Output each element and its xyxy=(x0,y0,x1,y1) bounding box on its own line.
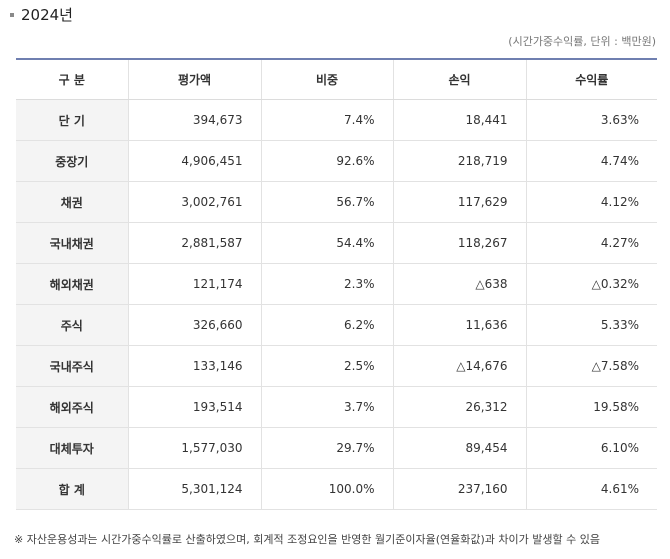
row-category: 국내채권 xyxy=(16,222,128,264)
cell-profit-loss: 18,441 xyxy=(392,99,526,141)
cell-valuation: 121,174 xyxy=(127,263,261,305)
header-weight: 비중 xyxy=(260,59,393,100)
cell-valuation: 193,514 xyxy=(127,386,261,428)
year-heading: 2024년 xyxy=(10,4,73,25)
row-category: 채권 xyxy=(16,181,128,223)
cell-valuation: 5,301,124 xyxy=(127,468,261,510)
row-category: 대체투자 xyxy=(16,427,128,469)
table-total-row: 합 계 5,301,124 100.0% 237,160 4.61% xyxy=(16,468,657,510)
header-profit-loss: 손익 xyxy=(392,59,526,100)
cell-return-rate: 5.33% xyxy=(525,304,657,346)
cell-valuation: 133,146 xyxy=(127,345,261,387)
cell-valuation: 4,906,451 xyxy=(127,140,261,182)
cell-valuation: 3,002,761 xyxy=(127,181,261,223)
row-category: 해외주식 xyxy=(16,386,128,428)
table-row: 주식 326,660 6.2% 11,636 5.33% xyxy=(16,304,657,346)
performance-table: 구 분 평가액 비중 손익 수익률 단 기 394,673 7.4% 18,44… xyxy=(16,58,657,510)
table-row: 국내주식 133,146 2.5% △14,676 △7.58% xyxy=(16,345,657,387)
cell-weight: 92.6% xyxy=(260,140,393,182)
cell-weight: 6.2% xyxy=(260,304,393,346)
row-category: 합 계 xyxy=(16,468,128,510)
header-return-rate: 수익률 xyxy=(525,59,657,100)
cell-return-rate: 4.12% xyxy=(525,181,657,223)
cell-profit-loss: △14,676 xyxy=(392,345,526,387)
cell-profit-loss: △638 xyxy=(392,263,526,305)
cell-weight: 29.7% xyxy=(260,427,393,469)
cell-valuation: 2,881,587 xyxy=(127,222,261,264)
cell-weight: 100.0% xyxy=(260,468,393,510)
table-row: 채권 3,002,761 56.7% 117,629 4.12% xyxy=(16,181,657,223)
cell-weight: 2.5% xyxy=(260,345,393,387)
table-row: 단 기 394,673 7.4% 18,441 3.63% xyxy=(16,99,657,141)
table-row: 중장기 4,906,451 92.6% 218,719 4.74% xyxy=(16,140,657,182)
cell-return-rate: △7.58% xyxy=(525,345,657,387)
cell-return-rate: 4.27% xyxy=(525,222,657,264)
row-category: 주식 xyxy=(16,304,128,346)
header-valuation: 평가액 xyxy=(127,59,261,100)
table-row: 국내채권 2,881,587 54.4% 118,267 4.27% xyxy=(16,222,657,264)
cell-return-rate: 4.61% xyxy=(525,468,657,510)
row-category: 단 기 xyxy=(16,99,128,141)
cell-profit-loss: 11,636 xyxy=(392,304,526,346)
cell-weight: 3.7% xyxy=(260,386,393,428)
row-category: 해외채권 xyxy=(16,263,128,305)
cell-valuation: 326,660 xyxy=(127,304,261,346)
cell-return-rate: 4.74% xyxy=(525,140,657,182)
table-row: 해외주식 193,514 3.7% 26,312 19.58% xyxy=(16,386,657,428)
table-header-row: 구 분 평가액 비중 손익 수익률 xyxy=(16,59,657,100)
cell-weight: 56.7% xyxy=(260,181,393,223)
cell-profit-loss: 89,454 xyxy=(392,427,526,469)
cell-valuation: 1,577,030 xyxy=(127,427,261,469)
bullet-icon xyxy=(10,12,14,17)
cell-weight: 54.4% xyxy=(260,222,393,264)
cell-weight: 7.4% xyxy=(260,99,393,141)
cell-return-rate: 6.10% xyxy=(525,427,657,469)
cell-valuation: 394,673 xyxy=(127,99,261,141)
unit-note: (시간가중수익률, 단위 : 백만원) xyxy=(508,35,656,48)
row-category: 중장기 xyxy=(16,140,128,182)
cell-weight: 2.3% xyxy=(260,263,393,305)
table-row: 해외채권 121,174 2.3% △638 △0.32% xyxy=(16,263,657,305)
row-category: 국내주식 xyxy=(16,345,128,387)
table-row: 대체투자 1,577,030 29.7% 89,454 6.10% xyxy=(16,427,657,469)
year-heading-text: 2024년 xyxy=(21,6,73,24)
header-category: 구 분 xyxy=(16,59,128,100)
cell-profit-loss: 26,312 xyxy=(392,386,526,428)
cell-return-rate: 3.63% xyxy=(525,99,657,141)
cell-return-rate: △0.32% xyxy=(525,263,657,305)
cell-return-rate: 19.58% xyxy=(525,386,657,428)
footnote: ※ 자산운용성과는 시간가중수익률로 산출하였으며, 회계적 조정요인을 반영한… xyxy=(14,533,600,546)
cell-profit-loss: 118,267 xyxy=(392,222,526,264)
cell-profit-loss: 117,629 xyxy=(392,181,526,223)
cell-profit-loss: 218,719 xyxy=(392,140,526,182)
cell-profit-loss: 237,160 xyxy=(392,468,526,510)
